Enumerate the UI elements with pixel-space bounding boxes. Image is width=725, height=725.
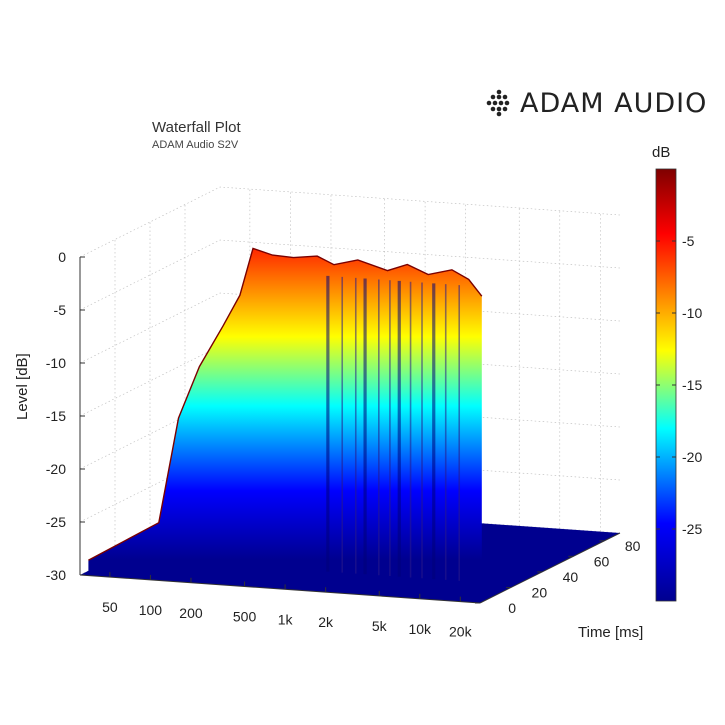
f-tick-label: 500 xyxy=(233,609,257,625)
z-tick-label: -25 xyxy=(46,514,66,530)
initial-response-line xyxy=(88,247,483,561)
z-tick-label: -5 xyxy=(54,302,67,318)
f-tick-label: 200 xyxy=(179,605,203,621)
f-axis xyxy=(79,574,481,604)
colorbar-tick-label: -25 xyxy=(682,521,702,537)
chart-subtitle: ADAM Audio S2V xyxy=(152,139,239,151)
brand-logo: ADAM AUDIO xyxy=(486,83,707,123)
f-tick-label: 10k xyxy=(408,621,432,637)
z-tick-label: -30 xyxy=(46,567,66,583)
t-tick-label: 80 xyxy=(625,538,641,554)
z-tick-label: -15 xyxy=(46,408,66,424)
f-tick-label: 1k xyxy=(278,611,294,627)
chart-title: Waterfall Plot xyxy=(152,119,241,136)
time-axis-label: Time [ms] xyxy=(578,624,644,641)
colorbar-tick-label: -15 xyxy=(682,377,702,393)
f-tick-label: 2k xyxy=(318,614,334,630)
z-tick-label: 0 xyxy=(58,249,66,265)
colorbar-tick-label: -20 xyxy=(682,449,702,465)
colorbar-tick-label: -10 xyxy=(682,305,702,321)
z-tick-label: -10 xyxy=(46,355,66,371)
f-tick-label: 50 xyxy=(102,599,118,615)
brand-name: ADAM AUDIO xyxy=(520,87,708,119)
colorbar-tick-label: -5 xyxy=(682,233,695,249)
z-grid-line xyxy=(79,292,621,364)
t-tick-label: 60 xyxy=(594,553,610,569)
z-axis-label: Level [dB] xyxy=(14,353,31,420)
colorbar-label: dB xyxy=(652,144,671,161)
decay-ridges xyxy=(326,275,461,581)
colorbar-ticks: -5 -10 -15 -20 -25 xyxy=(656,233,702,537)
t-tick-label: 40 xyxy=(563,569,579,585)
z-tick-label: -20 xyxy=(46,461,66,477)
t-tick-label: 0 xyxy=(508,600,516,616)
f-tick-label: 20k xyxy=(449,624,473,640)
axes xyxy=(79,256,621,604)
t-tick-label: 20 xyxy=(532,584,548,600)
f-tick-label: 100 xyxy=(139,602,163,618)
z-grid-line xyxy=(79,239,621,311)
t-axis xyxy=(479,532,621,604)
z-grid-line xyxy=(79,186,621,258)
spectrum-wall-surface xyxy=(88,248,482,599)
adam-dot-logo-icon xyxy=(486,89,510,117)
f-tick-label: 5k xyxy=(372,618,388,634)
